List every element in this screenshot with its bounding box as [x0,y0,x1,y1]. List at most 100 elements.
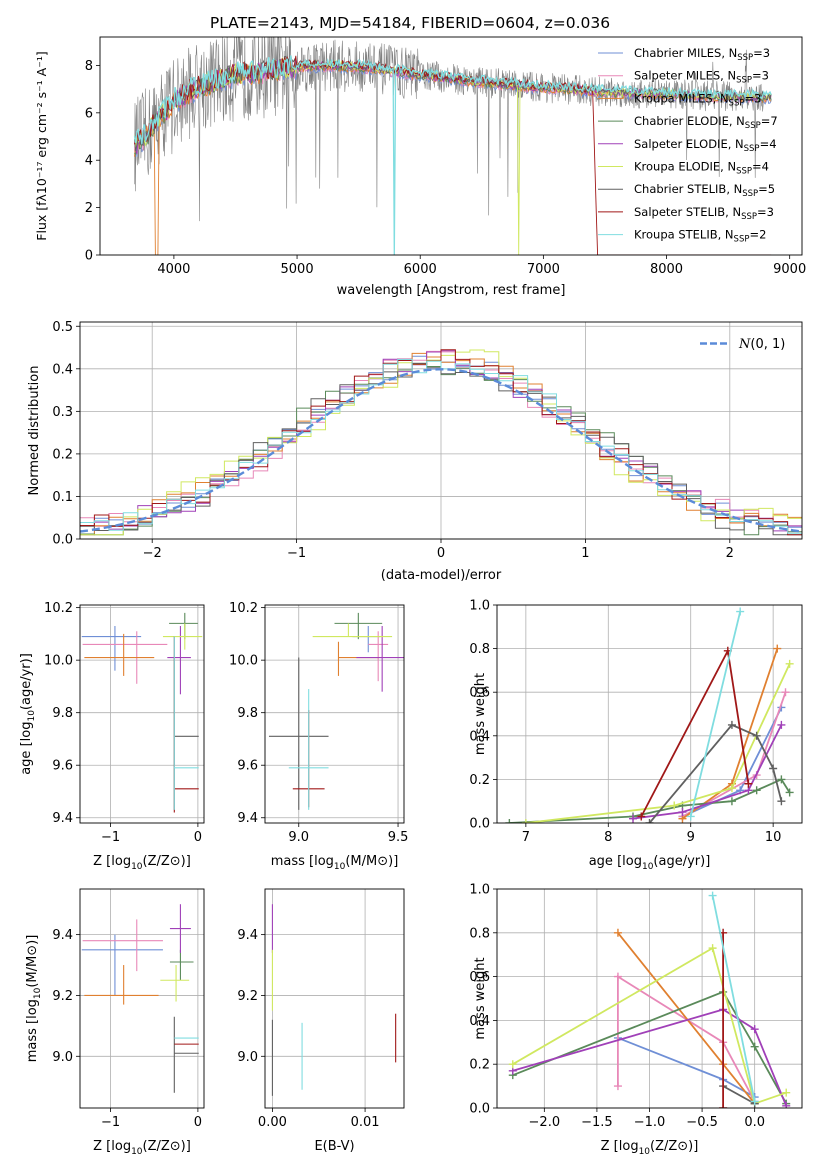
x-axis-label: (data-model)/error [381,568,502,583]
y-tick-label: 10.0 [229,654,258,669]
weight-marker [521,819,530,823]
histogram-plot-area [80,349,802,536]
legend-label: Kroupa ELODIE, NSSP=4 [634,160,769,177]
y-tick-label: 9.2 [237,989,258,1004]
legend-text-end: =3 [753,46,770,60]
legend-label: Chabrier ELODIE, NSSP=7 [634,114,778,131]
errorbar-point-chabrier_elodie [334,612,383,640]
axes-frame [99,36,803,256]
panel-mass_vs_ebv: 0.00 0.01 9.0 9.2 9.4 E(B-V) [237,888,405,1154]
y-axis-label: Flux [fλ10⁻¹⁷ erg cm⁻² s⁻¹ A⁻¹] [34,51,49,240]
x-tick-label: 0 [437,546,445,561]
weight-marker [773,644,782,653]
y-tick-label: 0.2 [469,773,490,788]
label-subscript: 10 [27,710,37,722]
errorbar-plot-area [271,904,397,1096]
legend-text-end: =2 [749,228,766,242]
weight-marker [777,775,786,784]
x-tick-label: 9 [687,830,695,845]
y-tick-label: 0.4 [52,362,73,377]
label-rest: (M/M⊙)] [25,935,40,988]
legend-label: Chabrier STELIB, NSSP=5 [634,182,775,199]
legend-subscript: SSP [729,98,745,108]
weight-series-kroupa_stelib [686,607,745,821]
weight-series-kroupa_elodie [521,659,794,823]
weight-series-salpeter_elodie [629,720,786,823]
legend-item-salpeter_miles: Salpeter MILES, NSSP=3 [598,69,769,86]
legend-label: Kroupa MILES, NSSP=3 [634,91,761,108]
y-tick-label: 6 [85,106,93,121]
weight-line [512,1008,788,1107]
label-rest: (Z/Z⊙)] [143,854,191,869]
weight-marker [785,788,794,797]
figure-content: 4000 5000 6000 7000 8000 900002468PLATE=2143,… [19,14,806,1157]
weight-marker [752,786,761,795]
legend-text-end: =4 [760,137,777,151]
errorbar-point-kroupa_elodie [312,623,393,638]
legend-label: Salpeter ELODIE, NSSP=4 [634,137,777,154]
x-tick-label: −1.5 [581,1115,613,1130]
legend-item-salpeter_elodie: Salpeter ELODIE, NSSP=4 [598,137,777,154]
x-axis-label: mass [log10(M/M⊙)] [271,854,399,872]
x-tick-label: 10 [765,830,782,845]
y-tick-label: 8 [85,59,93,74]
legend-text: N [738,337,751,352]
axes-frame [496,604,803,824]
x-tick-label: 9000 [773,262,806,277]
label-subscript: 10 [639,1147,651,1157]
weight-marker [708,944,717,953]
x-tick-label: 6000 [404,262,437,277]
legend-label: Salpeter MILES, NSSP=3 [634,69,769,86]
errorbar-point-kroupa_miles [84,633,155,676]
y-tick-label: 0 [85,249,93,264]
weight-marker [719,1104,728,1108]
y-tick-label: 10.2 [44,601,73,616]
x-tick-label: −1 [101,830,120,845]
axes-frame [496,888,803,1109]
weight-marker [750,1042,759,1051]
weight-marker [750,1097,759,1106]
errorbar-point-salpeter_elodie [169,904,191,953]
legend-text: Salpeter MILES, N [634,69,736,83]
label-subscript: 10 [131,862,143,872]
weight-marker [752,731,761,740]
weight-marker [727,784,736,793]
legend-text: Salpeter STELIB, N [634,205,741,219]
errorbar-point-salpeter_miles [368,631,389,682]
label-main: age [log [589,854,642,869]
x-tick-label: 5000 [281,262,314,277]
x-axis-label: Z [log10(Z/Z⊙)] [93,854,191,872]
x-tick-label: 0.0 [744,1115,765,1130]
y-tick-label: 9.0 [237,1050,258,1065]
weight-line [711,895,756,1102]
weight-line [689,611,742,817]
legend-item-kroupa_elodie: Kroupa ELODIE, NSSP=4 [598,160,769,177]
errorbar-plot-area [81,904,199,1093]
axes-frame [79,321,803,540]
legend-label: Kroupa STELIB, NSSP=2 [634,228,766,245]
weight-marker [686,812,695,821]
legend-text-end: =7 [761,114,778,128]
weight-marker [727,720,736,729]
legend-item-kroupa_stelib: Kroupa STELIB, NSSP=2 [598,228,766,245]
y-tick-label: 0.2 [52,447,73,462]
y-tick-label: 9.6 [52,759,73,774]
x-tick-label: 0.01 [351,1115,380,1130]
line-plot-area [508,891,791,1108]
legend-text-end: =5 [758,182,775,196]
label-main: age [log [19,722,34,775]
x-axis-label: E(B-V) [314,1139,354,1154]
y-tick-label: 10.2 [229,601,258,616]
y-tick-label: 9.8 [52,706,73,721]
y-tick-label: 10.0 [44,654,73,669]
label-rest: (age/yr)] [19,653,34,710]
label-main: mass [log [271,854,334,869]
line-plot-area [505,607,794,823]
x-tick-label: 8000 [650,262,683,277]
y-tick-label: 4 [85,154,93,169]
y-tick-label: 9.4 [52,928,73,943]
weight-line [722,1085,756,1105]
weight-marker [670,801,679,810]
y-tick-label: 0.2 [469,1058,490,1073]
